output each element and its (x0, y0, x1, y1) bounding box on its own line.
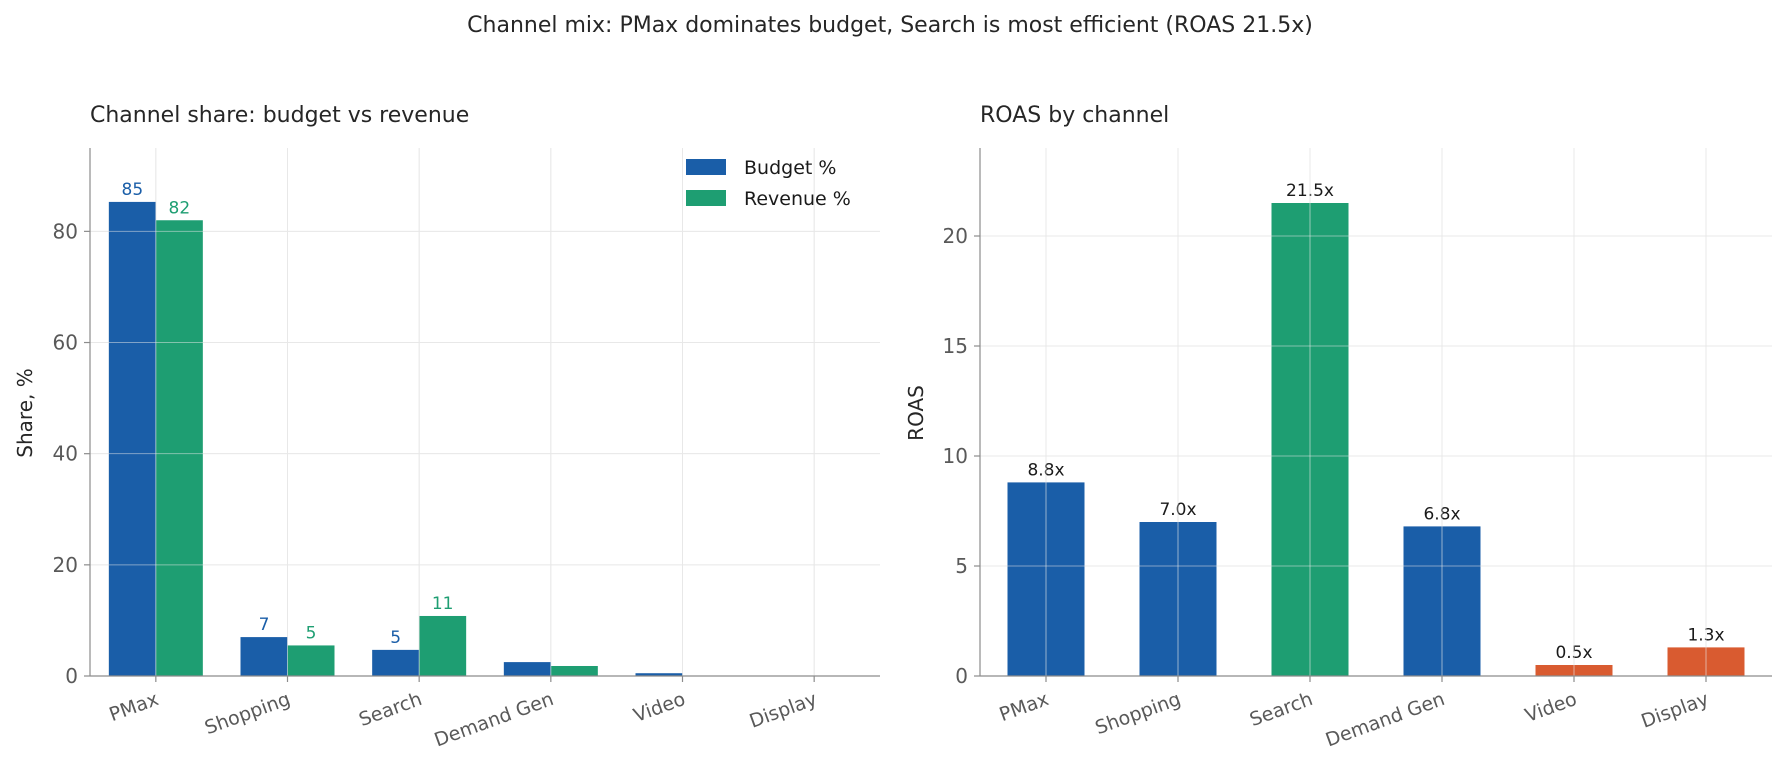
x-tick-label: Demand Gen (431, 688, 556, 751)
y-tick-label: 10 (943, 444, 968, 468)
x-tick-label: Search (1247, 688, 1316, 731)
x-tick-label: Display (747, 688, 820, 733)
x-tick-label: Shopping (1092, 688, 1183, 739)
y-tick-label: 15 (943, 334, 968, 358)
legend-swatch (686, 190, 726, 206)
legend: Budget % Revenue % (686, 157, 851, 210)
y-tick-label: 20 (53, 553, 78, 577)
bar-budget (108, 201, 156, 677)
chart-title: Channel share: budget vs revenue (90, 103, 469, 128)
bar-budget (635, 673, 683, 676)
data-label: 7 (259, 615, 270, 635)
y-tick-label: 5 (955, 554, 968, 578)
y-axis-label: Share, % (13, 368, 37, 457)
legend-swatch (686, 159, 726, 175)
figure-suptitle: Channel mix: PMax dominates budget, Sear… (467, 13, 1313, 38)
data-label: 11 (432, 594, 454, 614)
y-tick-label: 0 (65, 664, 78, 688)
x-tick-label: Video (631, 688, 689, 727)
y-tick-label: 80 (53, 219, 78, 243)
data-label: 85 (122, 180, 144, 200)
bar-revenue (550, 665, 598, 676)
bar-revenue (419, 615, 467, 676)
y-tick-label: 20 (943, 224, 968, 248)
x-tick-label: Demand Gen (1323, 688, 1448, 751)
legend-label: Revenue % (744, 188, 851, 210)
bar-revenue (287, 645, 335, 676)
roas-by-channel-chart: ROAS by channel ROAS 8.8x7.0x21.5x6.8x0.… (904, 103, 1772, 751)
x-tick-label: Display (1638, 688, 1711, 733)
data-label: 5 (306, 623, 317, 643)
bar-budget (503, 662, 551, 676)
x-tick-label: PMax (996, 688, 1051, 726)
data-label: 5 (390, 628, 401, 648)
bar-revenue (155, 220, 203, 676)
x-tick-label: Shopping (202, 688, 293, 739)
x-tick-label: Search (356, 688, 425, 731)
chart-title: ROAS by channel (980, 103, 1169, 128)
y-tick-label: 40 (53, 442, 78, 466)
y-tick-label: 0 (955, 664, 968, 688)
bar-budget (240, 637, 288, 676)
budget-revenue-share-chart: Channel share: budget vs revenue Share, … (13, 103, 880, 751)
legend-label: Budget % (744, 157, 836, 179)
x-tick-label: Video (1522, 688, 1580, 727)
bar-budget (372, 649, 420, 676)
y-axis-label: ROAS (904, 385, 928, 441)
y-tick-label: 60 (53, 331, 78, 355)
x-tick-label: PMax (106, 688, 161, 726)
data-label: 82 (169, 198, 191, 218)
